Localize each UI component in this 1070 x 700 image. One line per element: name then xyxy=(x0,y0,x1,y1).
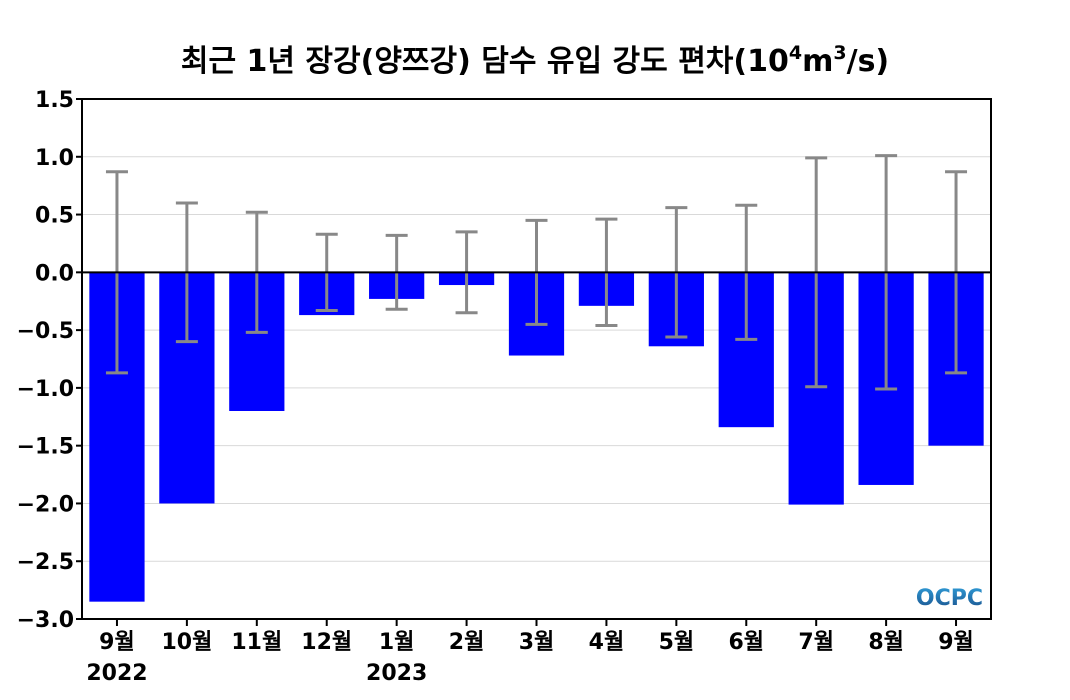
chart-title-unit-tail: /s) xyxy=(847,44,890,79)
y-tick-label: 0.5 xyxy=(35,204,74,229)
x-tick-label: 11월 xyxy=(231,630,282,655)
y-tick-label: −0.5 xyxy=(17,319,74,344)
chart-title-unit-sup2: 3 xyxy=(833,42,846,64)
y-tick-label: −3.0 xyxy=(17,608,74,633)
y-tick-label: 0.0 xyxy=(35,261,74,286)
x-axis-ticks: 9월 10월 11월 12월 1월 2월 3월 4월 5월 6월 7월 8월 9월 2022 2023 xyxy=(86,619,974,686)
chart-title-unit-mid: m xyxy=(802,44,833,79)
x-year-label: 2022 xyxy=(86,661,147,686)
chart-title-paren-open: ( xyxy=(733,44,747,79)
x-tick-label: 3월 xyxy=(519,630,555,655)
x-year-label: 2023 xyxy=(366,661,427,686)
chart-title: 최근 1년 장강(양쯔강) 담수 유입 강도 편차(104m3/s) xyxy=(181,42,889,79)
y-axis-ticks: 1.5 1.0 0.5 0.0 −0.5 −1.0 −1.5 −2.0 −2.5 −3.0 xyxy=(17,88,82,633)
y-tick-label: 1.0 xyxy=(35,146,74,171)
y-tick-label: −1.5 xyxy=(17,435,74,460)
x-tick-label: 2월 xyxy=(449,630,485,655)
chart-title-text: 최근 1년 장강(양쯔강) 담수 유입 강도 편차 xyxy=(181,44,734,79)
x-tick-label: 9월 xyxy=(938,630,974,655)
x-tick-label: 7월 xyxy=(798,630,834,655)
grid-layer xyxy=(82,156,991,562)
y-tick-label: −2.0 xyxy=(17,492,74,517)
x-tick-label: 12월 xyxy=(301,630,352,655)
x-tick-label: 6월 xyxy=(728,630,764,655)
y-tick-label: −2.5 xyxy=(17,550,74,575)
x-tick-label: 8월 xyxy=(868,630,904,655)
ocpc-logo: OCPC xyxy=(916,586,983,611)
chart-title-unit-base: 10 xyxy=(747,44,789,79)
x-tick-label: 5월 xyxy=(659,630,695,655)
chart-title-unit-sup1: 4 xyxy=(789,42,802,64)
y-tick-label: 1.5 xyxy=(35,88,74,113)
x-tick-label: 9월 xyxy=(99,630,135,655)
x-tick-label: 10월 xyxy=(161,630,212,655)
ocpc-logo-text: OCPC xyxy=(916,586,983,611)
plot-frame xyxy=(81,98,992,620)
x-tick-label: 4월 xyxy=(589,630,625,655)
x-tick-label: 1월 xyxy=(379,630,415,655)
y-tick-label: −1.0 xyxy=(17,377,74,402)
